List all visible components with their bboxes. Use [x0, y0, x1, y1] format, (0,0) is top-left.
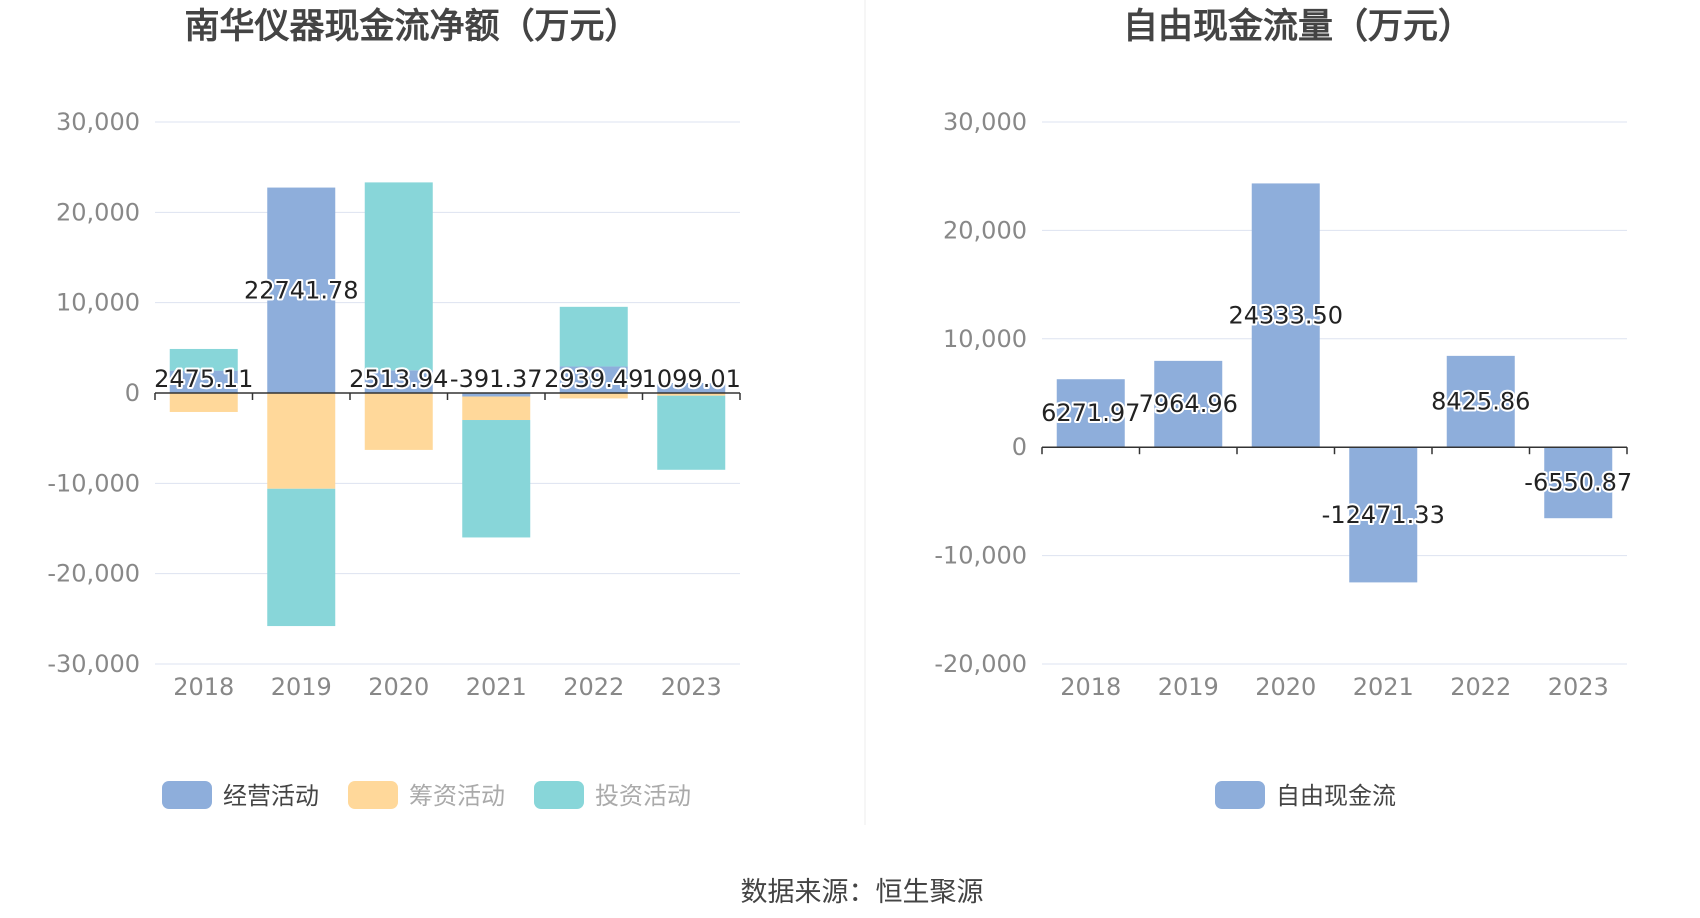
data-label: 7964.96 [1139, 390, 1238, 418]
bar [169, 370, 238, 393]
bar [657, 395, 726, 470]
y-tick-label: 0 [1012, 433, 1027, 461]
chart-title: 自由现金流量（万元） [1123, 6, 1473, 47]
x-tick-label: 2023 [661, 673, 722, 701]
y-tick-label: 10,000 [56, 289, 140, 317]
x-tick-label: 2019 [1158, 673, 1219, 701]
bar [364, 393, 433, 450]
bar [1349, 447, 1418, 583]
y-tick-label: -10,000 [47, 469, 140, 497]
x-tick-label: 2022 [1450, 673, 1511, 701]
legend-item: 筹资活动 [348, 781, 505, 810]
bar [657, 393, 726, 396]
y-tick-label: -10,000 [934, 542, 1027, 570]
x-tick-label: 2018 [1060, 673, 1121, 701]
legend-swatch [534, 781, 584, 809]
legend-swatch [162, 781, 212, 809]
x-tick-label: 2019 [271, 673, 332, 701]
data-label: 8425.86 [1431, 388, 1530, 416]
source-note: 数据来源：恒生聚源 [741, 877, 984, 908]
y-tick-label: 0 [125, 379, 140, 407]
y-tick-label: -20,000 [934, 650, 1027, 678]
bar [462, 420, 531, 538]
bar [267, 187, 336, 393]
legend-label: 自由现金流 [1276, 782, 1396, 810]
x-tick-label: 2021 [1353, 673, 1414, 701]
data-label: 2939.49 [544, 365, 643, 393]
data-label: -391.37 [450, 365, 543, 393]
chart-title: 南华仪器现金流净额（万元） [184, 6, 639, 47]
x-tick-label: 2023 [1548, 673, 1609, 701]
bar [169, 348, 238, 371]
y-tick-label: 20,000 [56, 198, 140, 226]
bar [462, 396, 531, 421]
bar [267, 488, 336, 627]
y-tick-label: 10,000 [943, 325, 1027, 353]
data-label: 24333.50 [1228, 301, 1343, 329]
bar [559, 393, 628, 399]
x-tick-label: 2021 [466, 673, 527, 701]
y-tick-label: -30,000 [47, 650, 140, 678]
y-tick-label: 20,000 [943, 216, 1027, 244]
data-label: -12471.33 [1322, 501, 1445, 529]
data-label: -6550.87 [1524, 469, 1632, 497]
legend-swatch [1215, 781, 1265, 809]
bar [462, 393, 531, 397]
data-label: 6271.97 [1041, 399, 1140, 427]
bar [657, 383, 726, 393]
bar [1446, 355, 1515, 448]
legend-swatch [348, 781, 398, 809]
legend-item: 经营活动 [162, 781, 319, 810]
data-label: 2513.94 [349, 365, 448, 393]
legend-item: 投资活动 [534, 781, 691, 810]
bar [267, 393, 336, 489]
x-tick-label: 2018 [173, 673, 234, 701]
y-tick-label: 30,000 [56, 108, 140, 136]
legend-label: 筹资活动 [409, 782, 505, 810]
bar [559, 366, 628, 393]
x-tick-label: 2022 [563, 673, 624, 701]
legend-item: 自由现金流 [1215, 781, 1396, 810]
x-tick-label: 2020 [368, 673, 429, 701]
bar [559, 306, 628, 367]
legend-label: 经营活动 [223, 782, 319, 810]
bar [1154, 360, 1223, 448]
bar [1251, 183, 1320, 448]
bar [364, 370, 433, 393]
legend-label: 投资活动 [595, 782, 691, 810]
bar [1544, 447, 1613, 519]
x-tick-label: 2020 [1255, 673, 1316, 701]
bar [1056, 379, 1125, 448]
free-cash-flow-chart: 自由现金流量（万元） 30,000 20,000 10,000 0 -10,000 -20… [934, 6, 1634, 810]
cash-flow-net-chart: 南华仪器现金流净额（万元） 30,000 20,000 10,000 0 -10,000… [47, 6, 743, 810]
data-label: 2475.11 [154, 365, 253, 393]
data-label: 1099.01 [642, 365, 741, 393]
bar [364, 182, 433, 371]
data-label: 22741.78 [244, 276, 359, 304]
y-tick-label: 30,000 [943, 108, 1027, 136]
bar [169, 393, 238, 412]
y-tick-label: -20,000 [47, 560, 140, 588]
